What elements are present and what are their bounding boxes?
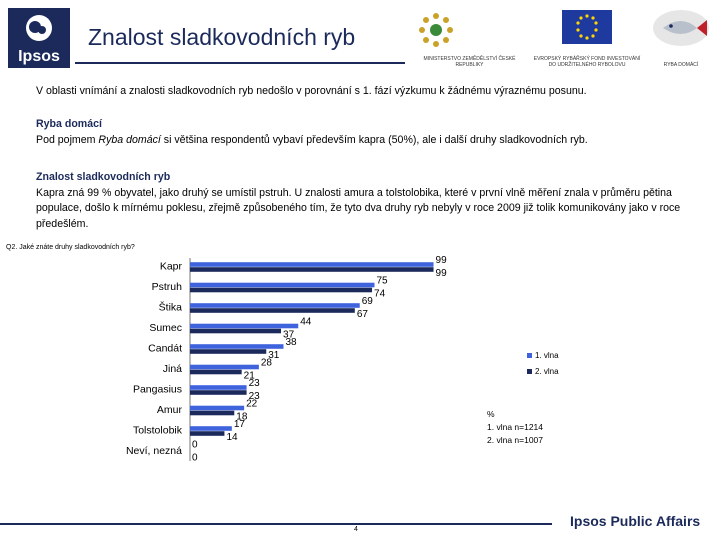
- data-label: 18: [236, 411, 248, 422]
- intro-text: V oblasti vnímání a znalosti sladkovodní…: [36, 85, 587, 97]
- bar-2vlna: [190, 369, 242, 375]
- data-label: 67: [357, 309, 369, 320]
- data-label: 44: [300, 317, 312, 328]
- ministry-logo-label: MINISTERSTVO ZEMĚDĚLSTVÍ ČESKÉ REPUBLIKY: [423, 56, 516, 68]
- data-label: 23: [249, 391, 261, 402]
- bar-1vlna: [190, 344, 284, 349]
- legend-swatch: [527, 353, 532, 358]
- section-znalost: Znalost sladkovodních ryb Kapra zná 99 %…: [36, 170, 696, 232]
- category-label: Pangasius: [133, 384, 182, 396]
- category-label: Kapr: [160, 261, 183, 273]
- data-label: 75: [377, 276, 389, 287]
- data-label: 23: [249, 378, 261, 389]
- category-label: Tolstolobik: [133, 425, 183, 437]
- legend-label: 2. vlna: [535, 367, 559, 376]
- bar-2vlna: [190, 410, 235, 416]
- header-divider: [75, 62, 405, 64]
- ryba-domaci-logo-label: RYBA DOMÁCÍ: [663, 62, 699, 68]
- bar-2vlna: [190, 390, 247, 395]
- category-label: Jiná: [163, 363, 182, 375]
- category-label: Amur: [157, 404, 183, 416]
- data-label: 74: [374, 288, 386, 299]
- footer-brand: Ipsos Public Affairs: [570, 513, 701, 529]
- data-label: 37: [283, 329, 295, 340]
- page-number: 4: [354, 526, 358, 533]
- data-label: 14: [226, 432, 238, 443]
- legend-swatch: [527, 369, 532, 374]
- category-label: Neví, nezná: [126, 445, 182, 457]
- sample-note: %: [487, 409, 495, 419]
- data-label: 99: [436, 255, 448, 266]
- bar-2vlna: [190, 431, 225, 436]
- data-label: 17: [234, 419, 246, 430]
- ministry-logo: MINISTERSTVO ZEMĚDĚLSTVÍ ČESKÉ REPUBLIKY: [412, 8, 527, 68]
- data-label: 0: [192, 440, 198, 451]
- category-label: Candát: [148, 343, 182, 355]
- category-label: Štika: [159, 301, 183, 314]
- data-label: 69: [362, 296, 374, 307]
- bar-2vlna: [190, 349, 267, 354]
- data-label: 0: [192, 452, 198, 463]
- bar-1vlna: [190, 426, 232, 431]
- bar-1vlna: [190, 323, 299, 329]
- section-title: Ryba domácí: [36, 118, 102, 130]
- ryba-domaci-logo: RYBA DOMÁCÍ: [646, 8, 716, 68]
- bar-1vlna: [190, 282, 375, 288]
- data-label: 22: [246, 399, 258, 410]
- eu-fund-logo: EVROPSKÝ RYBÁŘSKÝ FOND INVESTOVÁNÍ DO UD…: [532, 8, 642, 68]
- eu-fund-logo-label: EVROPSKÝ RYBÁŘSKÝ FOND INVESTOVÁNÍ DO UD…: [533, 56, 641, 68]
- bar-1vlna: [190, 385, 247, 390]
- bar-2vlna: [190, 267, 434, 272]
- footer-divider: [0, 523, 552, 525]
- section-text: Kapra zná 99 % obyvatel, jako druhý se u…: [36, 186, 681, 230]
- page-title: Znalost sladkovodních ryb: [88, 24, 356, 50]
- bar-1vlna: [190, 364, 259, 370]
- data-label: 31: [268, 350, 280, 361]
- section-text: Pod pojmem Ryba domácí si většina respon…: [36, 133, 588, 146]
- category-label: Sumec: [149, 322, 182, 334]
- bar-1vlna: [190, 262, 434, 267]
- bar-1vlna: [190, 303, 360, 308]
- legend-label: 1. vlna: [535, 351, 559, 360]
- section-title: Znalost sladkovodních ryb: [36, 171, 171, 183]
- bar-2vlna: [190, 328, 282, 334]
- bar-2vlna: [190, 287, 373, 293]
- question-label: Q2. Jaké znáte druhy sladkovodních ryb?: [6, 244, 135, 251]
- data-label: 99: [436, 268, 448, 279]
- category-label: Pstruh: [152, 281, 183, 293]
- ipsos-logo: Ipsos: [8, 8, 70, 68]
- bar-1vlna: [190, 405, 245, 411]
- data-label: 38: [285, 337, 297, 348]
- sample-note: 2. vlna n=1007: [487, 435, 543, 445]
- ipsos-logo-text: Ipsos: [18, 48, 60, 65]
- sample-note: 1. vlna n=1214: [487, 422, 543, 432]
- data-label: 28: [261, 358, 273, 369]
- bar-2vlna: [190, 308, 355, 313]
- data-label: 21: [244, 370, 256, 381]
- section-ryba-domaci: Ryba domácí Pod pojmem Ryba domácí si vě…: [36, 117, 696, 148]
